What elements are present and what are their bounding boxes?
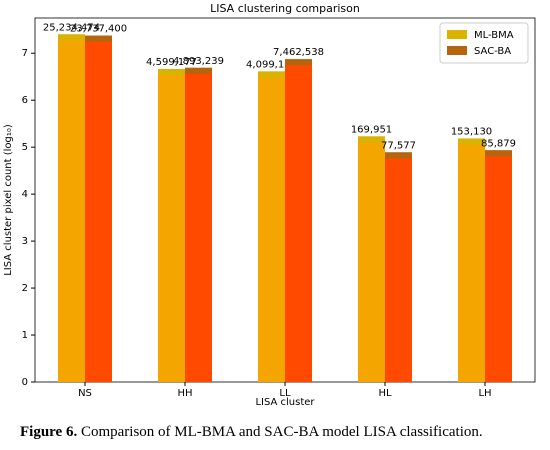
value-label: 4,599,177 (146, 57, 197, 68)
bar (158, 69, 185, 383)
legend-box (439, 22, 529, 64)
value-label: 4,893,239 (173, 56, 224, 67)
x-tick-label: LL (279, 388, 291, 399)
value-label: 25,234,474 (43, 22, 100, 33)
bar-cap (485, 150, 512, 157)
y-tick-label: 7 (22, 48, 28, 59)
bar-cap (158, 69, 185, 76)
y-tick-label: 1 (22, 330, 28, 341)
bar (85, 35, 112, 382)
y-axis-label: LISA cluster pixel count (log₁₀) (3, 124, 14, 276)
bar (185, 67, 212, 383)
bar (258, 71, 285, 383)
legend-label: SAC-BA (474, 46, 511, 57)
y-tick-label: 3 (22, 236, 28, 247)
legend-swatch (447, 30, 467, 39)
legend-label: ML-BMA (474, 30, 514, 41)
x-tick-label: HH (177, 388, 192, 399)
x-tick-label: HL (378, 388, 392, 399)
bar-cap (285, 59, 312, 66)
bar-cap (58, 34, 85, 41)
bar (385, 152, 412, 382)
x-tick-label: LH (478, 388, 491, 399)
value-label: 4,099,107 (246, 59, 297, 70)
bar (458, 138, 485, 382)
bar-cap (258, 71, 285, 78)
bar-cap (185, 67, 212, 74)
y-tick-label: 5 (22, 142, 28, 153)
x-tick-label: NS (78, 388, 92, 399)
caption: Figure 6. Comparison of ML-BMA and SAC-B… (20, 424, 550, 441)
bar (58, 34, 85, 382)
caption-text: Comparison of ML-BMA and SAC-BA model LI… (80, 424, 483, 440)
value-label: 77,577 (381, 140, 416, 151)
bar (485, 150, 512, 382)
value-label: 153,130 (451, 126, 492, 137)
value-label: 23,737,400 (70, 24, 127, 35)
value-label: 169,951 (351, 124, 392, 135)
caption-label: Figure 6. (20, 424, 78, 440)
y-tick-label: 0 (22, 377, 28, 388)
bar-cap (458, 138, 485, 145)
chart: LISA clustering comparison LISA cluster … (3, 2, 536, 408)
value-label: 85,879 (481, 138, 516, 149)
legend-swatch (447, 46, 467, 55)
bar-cap (385, 152, 412, 159)
y-tick-label: 2 (22, 283, 28, 294)
bar-cap (358, 136, 385, 143)
y-tick-label: 6 (22, 95, 28, 106)
chart-title: LISA clustering comparison (210, 2, 360, 15)
value-label: 7,462,538 (273, 47, 324, 58)
x-axis-label: LISA cluster (255, 397, 315, 408)
y-tick-label: 4 (22, 189, 28, 200)
bar (358, 136, 385, 382)
bar-cap (85, 35, 112, 42)
bar (285, 59, 312, 383)
